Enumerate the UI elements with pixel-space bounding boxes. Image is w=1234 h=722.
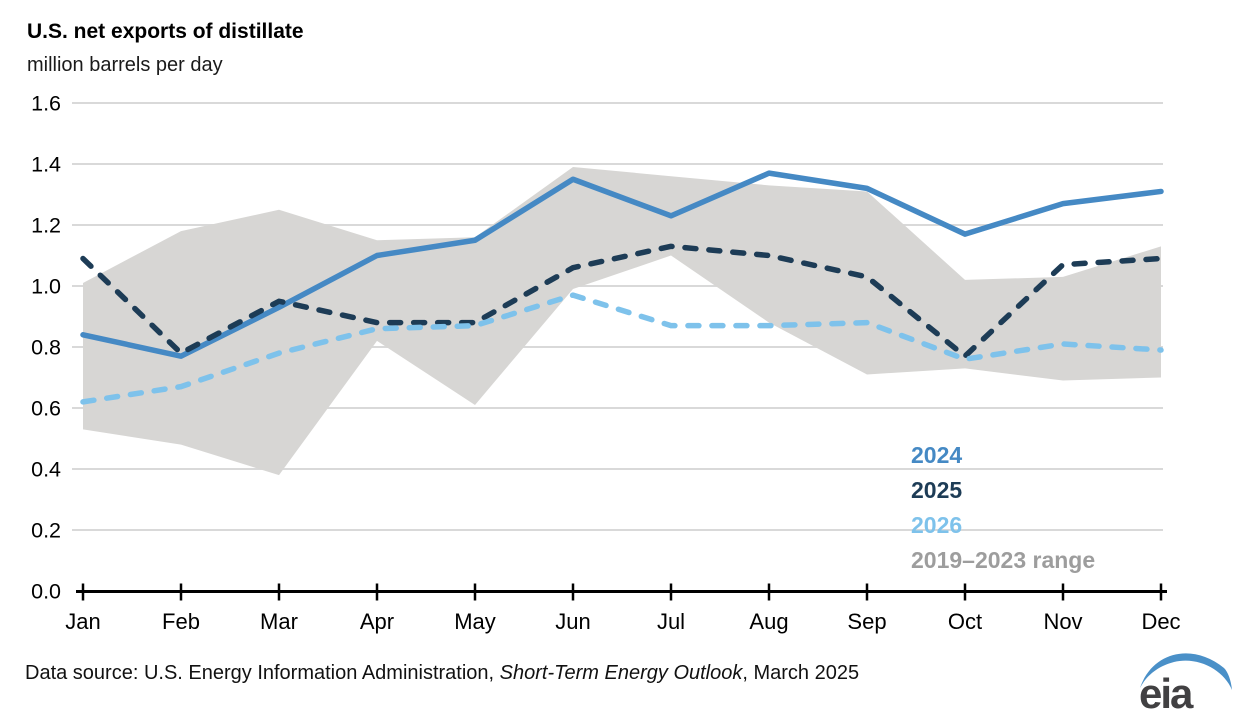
x-label-Nov: Nov [1043, 609, 1082, 634]
x-label-Jul: Jul [657, 609, 685, 634]
chart-title: U.S. net exports of distillate [27, 20, 304, 43]
x-label-Jan: Jan [65, 609, 100, 634]
y-tick-label-0.8: 0.8 [31, 336, 61, 360]
legend-item-2019–2023-range: 2019–2023 range [911, 547, 1096, 573]
source-note-publication: Short-Term Energy Outlook [499, 662, 743, 684]
eia-logo: eia [1139, 653, 1232, 717]
x-label-May: May [454, 609, 496, 634]
series-line-2024 [80, 170, 1164, 359]
x-label-Feb: Feb [162, 609, 200, 634]
y-tick-label-0.4: 0.4 [31, 458, 61, 482]
y-tick-label-1.6: 1.6 [31, 92, 61, 116]
y-tick-label-1.2: 1.2 [31, 214, 61, 238]
eia-logo-text: eia [1139, 670, 1194, 717]
x-label-Dec: Dec [1141, 609, 1180, 634]
y-tick-label-1.4: 1.4 [31, 153, 61, 177]
source-note: Data source: U.S. Energy Information Adm… [25, 662, 859, 685]
series-line-2026 [80, 292, 1164, 405]
chart-subtitle: million barrels per day [27, 54, 223, 76]
y-tick-label-1.0: 1.0 [31, 275, 61, 299]
y-tick-label-0.6: 0.6 [31, 397, 61, 421]
y-tick-label-0.0: 0.0 [31, 580, 61, 604]
chart-legend: 2024 2025 2026 2019–2023 range [911, 438, 1095, 578]
x-label-Sep: Sep [847, 609, 886, 634]
x-label-Oct: Oct [948, 609, 982, 634]
legend-item-2025: 2025 [911, 477, 963, 503]
range-band-2019-2023 [83, 167, 1161, 476]
source-note-suffix: , March 2025 [742, 662, 860, 684]
eia-logo-swoosh-icon [1140, 653, 1232, 690]
source-note-prefix: Data source: U.S. Energy Information Adm… [25, 662, 500, 684]
x-label-Apr: Apr [360, 609, 394, 634]
y-tick-label-0.2: 0.2 [31, 519, 61, 543]
x-label-Mar: Mar [260, 609, 298, 634]
x-label-Jun: Jun [555, 609, 590, 634]
x-label-Aug: Aug [749, 609, 788, 634]
legend-item-2026: 2026 [911, 512, 963, 538]
legend-item-2024: 2024 [911, 442, 963, 468]
series-line-2025 [80, 243, 1164, 359]
